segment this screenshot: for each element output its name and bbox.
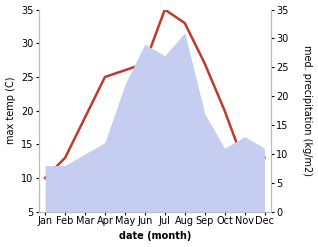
Y-axis label: med. precipitation (kg/m2): med. precipitation (kg/m2) xyxy=(302,45,313,176)
Y-axis label: max temp (C): max temp (C) xyxy=(5,77,16,144)
X-axis label: date (month): date (month) xyxy=(119,231,191,242)
